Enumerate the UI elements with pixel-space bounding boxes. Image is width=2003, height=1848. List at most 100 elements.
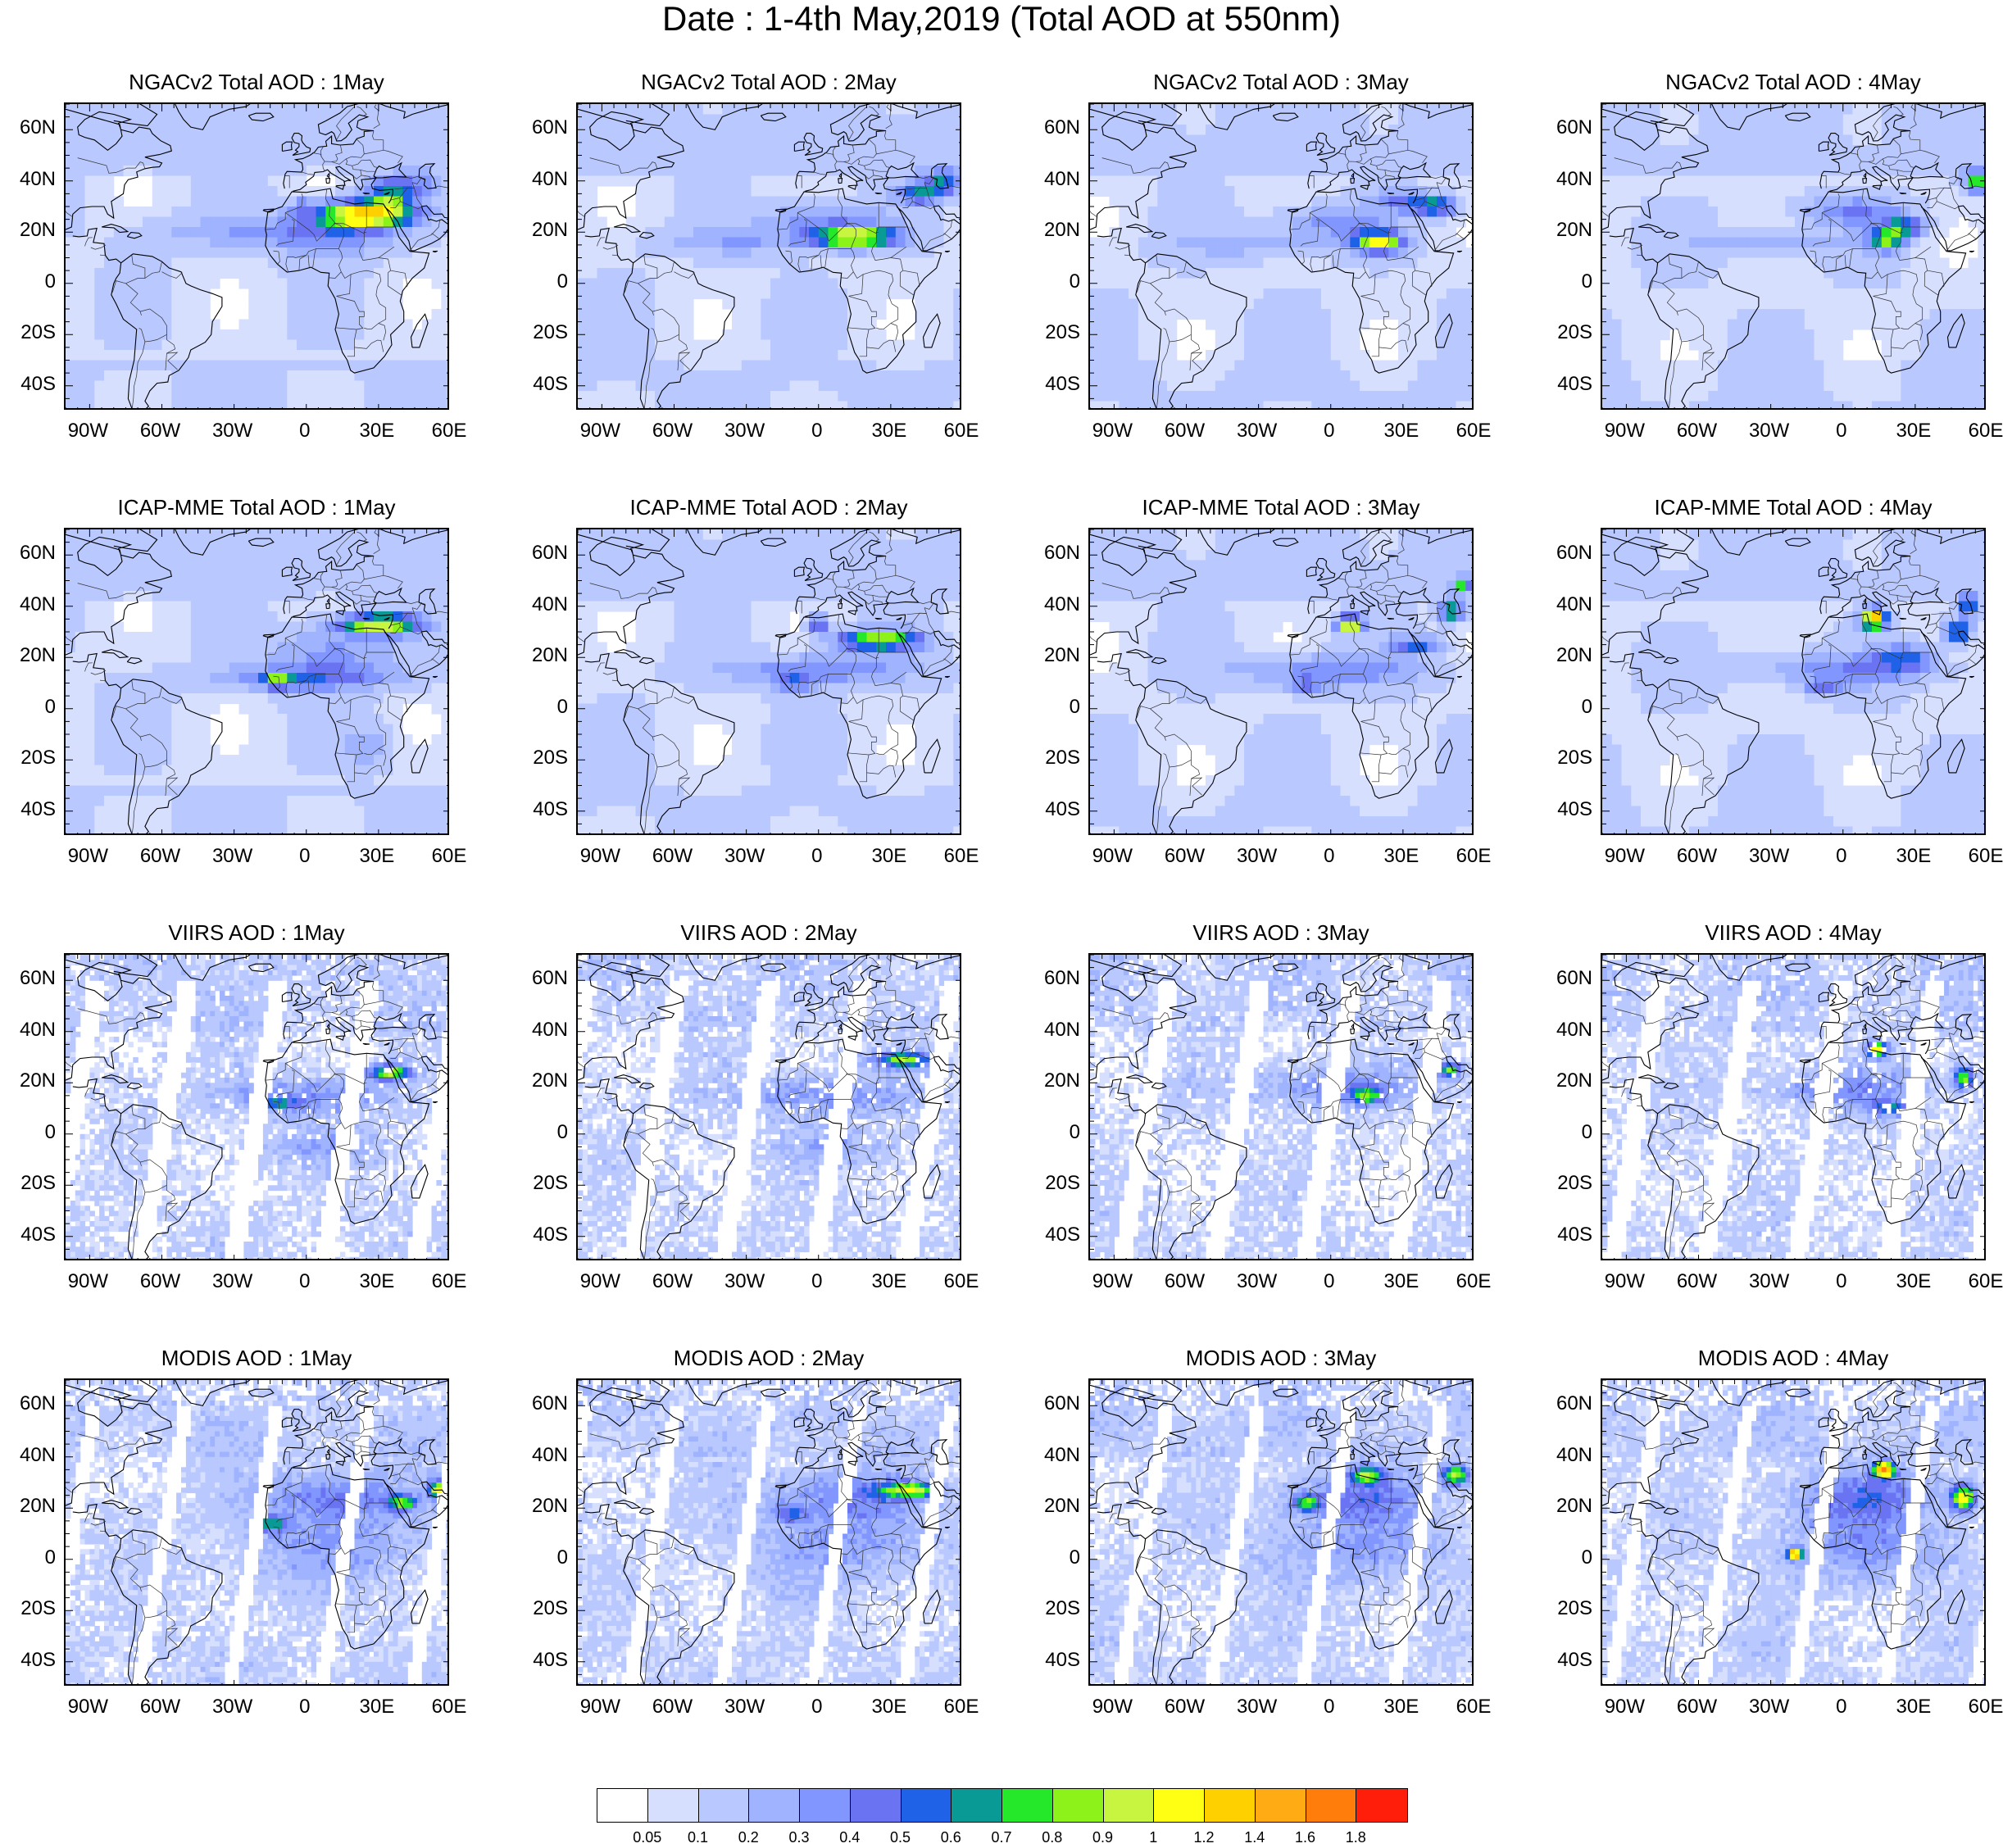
lon-tick-label: 60E	[1949, 420, 2003, 443]
lon-tick-label: 30W	[1220, 1696, 1294, 1719]
lon-tick-label: 0	[268, 1696, 342, 1719]
lon-tick-label: 0	[1805, 420, 1878, 443]
coastlines	[66, 104, 447, 408]
lat-tick-label: 60N	[1031, 542, 1080, 565]
lat-tick-label: 0	[7, 696, 56, 719]
lat-tick-label: 40N	[519, 1444, 568, 1467]
lat-tick-label: 20S	[7, 321, 56, 344]
lon-tick-label: 60W	[636, 1696, 710, 1719]
aod-field	[1090, 955, 1472, 1259]
lat-tick-label: 0	[1543, 270, 1592, 293]
map-panel: VIIRS AOD : 1May 60N 40N 20N 0 20S 40S 90W 60W 30…	[0, 920, 492, 1355]
lon-tick-label: 60W	[124, 1270, 198, 1293]
panel-title: NGACv2 Total AOD : 3May	[1088, 70, 1474, 94]
lat-tick-label: 40S	[519, 798, 568, 821]
lon-tick-label: 30E	[852, 845, 926, 868]
axis-ticks	[578, 955, 960, 1259]
lon-tick-label: 30E	[1877, 1696, 1951, 1719]
lat-tick-label: 20S	[519, 747, 568, 770]
lat-tick-label: 0	[1031, 270, 1080, 293]
colorbar-swatch	[1102, 1788, 1155, 1823]
lat-tick-label: 20N	[1031, 1495, 1080, 1518]
lat-tick-label: 40N	[7, 1444, 56, 1467]
lat-tick-label: 60N	[7, 967, 56, 990]
lon-tick-label: 30W	[196, 1696, 270, 1719]
lon-tick-label: 60W	[124, 420, 198, 443]
lon-tick-label: 30E	[1877, 1270, 1951, 1293]
country-borders	[1090, 1380, 1472, 1684]
coastlines	[1602, 104, 1984, 408]
lat-tick-label: 20S	[1031, 1597, 1080, 1620]
aod-field	[1602, 1380, 1984, 1684]
lon-tick-label: 60W	[1660, 845, 1734, 868]
lon-tick-label: 60W	[636, 1270, 710, 1293]
map-panel: NGACv2 Total AOD : 3May 60N 40N 20N 0 20S 40S 9…	[1024, 70, 1516, 504]
country-borders	[1602, 955, 1984, 1259]
lat-tick-label: 60N	[1031, 116, 1080, 139]
map-panel: VIIRS AOD : 2May 60N 40N 20N 0 20S 40S 90W 60W 30…	[512, 920, 1004, 1355]
lon-tick-label: 0	[1805, 845, 1878, 868]
panel-title: MODIS AOD : 1May	[64, 1346, 449, 1370]
colorbar-label: 0.9	[1083, 1829, 1124, 1846]
lat-tick-label: 20N	[1543, 644, 1592, 667]
lat-tick-label: 20N	[7, 1069, 56, 1092]
lat-tick-label: 20N	[7, 219, 56, 242]
map-panel: MODIS AOD : 3May 60N 40N 20N 0 20S 40S 90W 60W 30…	[1024, 1346, 1516, 1780]
lon-tick-label: 30E	[340, 1270, 414, 1293]
panel-title: ICAP-MME Total AOD : 1May	[64, 495, 449, 520]
aod-map	[576, 528, 961, 835]
aod-map	[1601, 528, 1986, 835]
aod-map	[64, 102, 449, 410]
lon-tick-label: 30E	[340, 1696, 414, 1719]
axis-ticks	[578, 104, 960, 408]
colorbar-swatch	[597, 1788, 649, 1823]
lat-tick-label: 40S	[7, 373, 56, 396]
lon-tick-label: 60E	[1437, 1270, 1510, 1293]
lat-tick-label: 20N	[7, 644, 56, 667]
lat-tick-label: 40N	[1031, 593, 1080, 616]
lon-tick-label: 0	[268, 1270, 342, 1293]
lon-tick-label: 0	[268, 845, 342, 868]
lon-tick-label: 30W	[196, 420, 270, 443]
aod-field	[66, 1380, 447, 1684]
aod-field	[1602, 104, 1984, 408]
lon-tick-label: 60W	[1148, 1270, 1222, 1293]
coastlines	[578, 529, 960, 833]
lat-tick-label: 40N	[1543, 1019, 1592, 1042]
lat-tick-label: 40N	[519, 593, 568, 616]
lat-tick-label: 40S	[1543, 1224, 1592, 1246]
lon-tick-label: 30E	[340, 845, 414, 868]
lon-tick-label: 60W	[1660, 1696, 1734, 1719]
panel-title: MODIS AOD : 4May	[1601, 1346, 1986, 1370]
colorbar-label: 0.3	[779, 1829, 820, 1846]
lat-tick-label: 40S	[1543, 798, 1592, 821]
lat-tick-label: 60N	[1543, 967, 1592, 990]
lat-tick-label: 40N	[519, 168, 568, 191]
lon-tick-label: 60E	[1949, 845, 2003, 868]
colorbar-label: 0.6	[930, 1829, 971, 1846]
axis-ticks	[66, 955, 447, 1259]
lon-tick-label: 30W	[1220, 845, 1294, 868]
axis-ticks	[1090, 104, 1472, 408]
lat-tick-label: 20S	[7, 1172, 56, 1195]
lon-tick-label: 30E	[1365, 420, 1438, 443]
lon-tick-label: 60W	[124, 1696, 198, 1719]
lat-tick-label: 20S	[1031, 1172, 1080, 1195]
lon-tick-label: 0	[1805, 1696, 1878, 1719]
lon-tick-label: 90W	[1075, 1270, 1149, 1293]
lon-tick-label: 30W	[1733, 420, 1806, 443]
lon-tick-label: 30E	[1877, 420, 1951, 443]
lat-tick-label: 20S	[519, 1172, 568, 1195]
country-borders	[66, 1380, 447, 1684]
aod-field	[1602, 955, 1984, 1259]
colorbar	[597, 1788, 1408, 1823]
aod-map	[576, 953, 961, 1260]
lat-tick-label: 40N	[7, 593, 56, 616]
lat-tick-label: 20S	[1543, 747, 1592, 770]
panel-title: MODIS AOD : 3May	[1088, 1346, 1474, 1370]
lon-tick-label: 30E	[1877, 845, 1951, 868]
lat-tick-label: 40N	[7, 168, 56, 191]
coastlines	[66, 1380, 447, 1684]
aod-map	[1088, 528, 1474, 835]
lon-tick-label: 90W	[1587, 420, 1661, 443]
